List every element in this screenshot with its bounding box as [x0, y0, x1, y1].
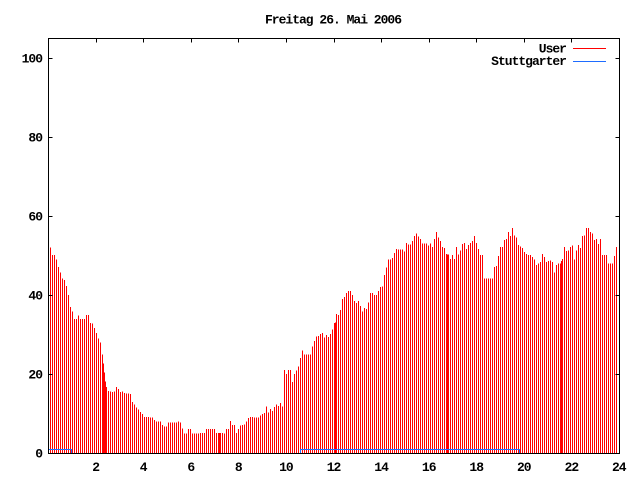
svg-text:6: 6: [187, 460, 195, 475]
svg-text:60: 60: [28, 210, 43, 225]
svg-text:Freitag 26. Mai 2006: Freitag 26. Mai 2006: [265, 12, 402, 27]
svg-text:18: 18: [469, 460, 484, 475]
svg-text:14: 14: [374, 460, 389, 475]
svg-text:20: 20: [517, 460, 532, 475]
svg-text:40: 40: [28, 289, 43, 304]
svg-text:0: 0: [35, 447, 43, 462]
svg-text:12: 12: [327, 460, 342, 475]
svg-text:24: 24: [612, 460, 627, 475]
svg-text:20: 20: [28, 368, 43, 383]
svg-text:22: 22: [565, 460, 580, 475]
svg-text:8: 8: [235, 460, 243, 475]
svg-text:80: 80: [28, 131, 43, 146]
svg-text:4: 4: [140, 460, 148, 475]
svg-text:100: 100: [22, 52, 44, 67]
svg-text:2: 2: [92, 460, 100, 475]
svg-text:10: 10: [279, 460, 294, 475]
svg-text:16: 16: [422, 460, 437, 475]
svg-text:User: User: [539, 42, 566, 57]
svg-text:Stuttgarter: Stuttgarter: [491, 54, 566, 69]
